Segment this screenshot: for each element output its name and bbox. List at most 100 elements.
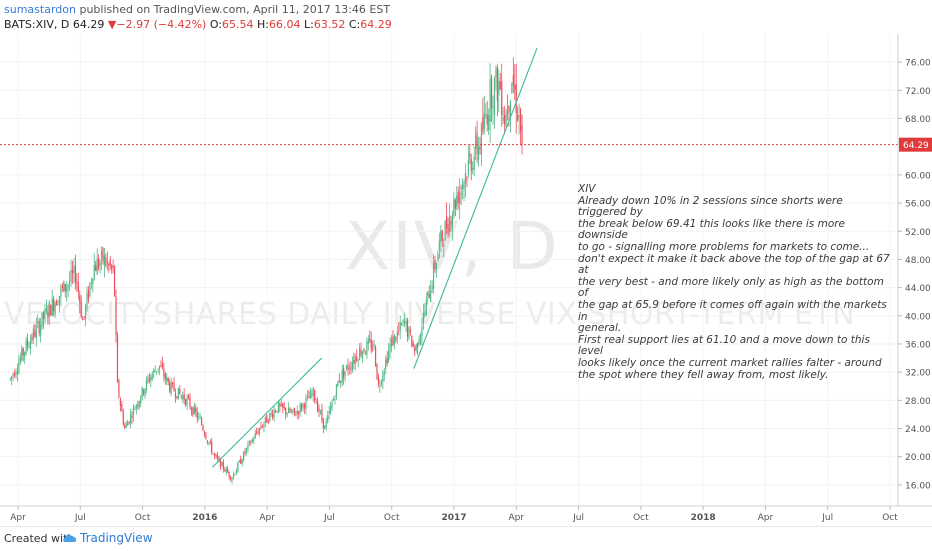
note-line: the gap at 65.9 before it comes off agai… <box>578 298 887 323</box>
candle-body <box>506 111 509 114</box>
candle-body <box>44 309 46 320</box>
candle-body <box>489 78 491 122</box>
candle-body <box>151 374 153 380</box>
candle-body <box>504 115 506 124</box>
x-tick-label: Oct <box>384 513 400 523</box>
candle-body <box>430 290 432 303</box>
candle-body <box>84 305 87 320</box>
candle-body <box>79 295 81 303</box>
candle-body <box>440 230 442 243</box>
note-line: don't expect it make it back above the t… <box>578 252 890 277</box>
candle-body <box>161 363 164 369</box>
tradingview-cloud-icon <box>63 534 77 542</box>
candle-body <box>408 327 410 338</box>
candle-body <box>306 395 309 397</box>
time-axis: Apr Jul Oct 2016 Apr Jul Oct 2017 Apr Jul Oct 2018 A… <box>0 505 932 523</box>
candle-body <box>199 418 201 419</box>
candle-body <box>9 378 11 380</box>
candle-body <box>218 458 220 460</box>
price-chart[interactable]: 16.00 20.00 24.00 28.00 32.00 36.00 40.00 44.00… <box>0 34 932 526</box>
candle-body <box>241 460 243 464</box>
high-label: H: <box>257 18 269 31</box>
candle-body <box>253 439 255 441</box>
candle-body <box>438 240 440 250</box>
candle-body <box>287 407 290 414</box>
candle-body <box>209 441 211 443</box>
candle-body <box>83 316 85 318</box>
publish-line: sumastardon published on TradingView.com… <box>4 3 390 16</box>
candle-body <box>359 348 361 360</box>
created-with-text: Created with <box>4 532 75 545</box>
candle-body <box>190 408 193 411</box>
candle-body <box>45 308 48 313</box>
note-line: to go - signalling more problems for mar… <box>578 240 870 253</box>
candle-body <box>16 370 19 375</box>
candle-body <box>245 447 248 452</box>
candle-body <box>243 451 245 461</box>
y-tick-label: 56.00 <box>905 200 931 210</box>
author-link[interactable]: sumastardon <box>4 3 76 16</box>
candle-body <box>95 265 97 271</box>
price-axis: 16.00 20.00 24.00 28.00 32.00 36.00 40.00 44.00… <box>897 34 932 506</box>
candle-body <box>164 374 166 380</box>
open-label: O: <box>209 18 222 31</box>
candle-body <box>25 340 27 354</box>
candle-body <box>272 413 274 418</box>
candle-body <box>212 453 214 455</box>
candle-body <box>370 339 372 350</box>
candle-body <box>54 303 56 315</box>
candle-body <box>461 184 464 189</box>
candle-body <box>476 131 478 154</box>
candle-body <box>405 320 407 325</box>
candle-body <box>338 379 340 383</box>
candle-body <box>166 377 168 381</box>
candle-body <box>234 474 236 476</box>
x-tick-label: Apr <box>259 513 275 523</box>
candle-body <box>270 412 272 415</box>
candle-body <box>298 411 300 414</box>
candle-body <box>137 405 139 406</box>
candle-body <box>511 83 513 93</box>
candle-body <box>356 356 358 361</box>
published-text: published on TradingView.com, April 11, … <box>79 3 391 16</box>
candle-body <box>296 410 298 414</box>
candle-body <box>435 263 438 270</box>
trendline[interactable] <box>211 357 322 468</box>
x-tick-label: Oct <box>882 513 898 523</box>
candle-body <box>280 404 282 407</box>
candle-body <box>309 391 311 399</box>
candle-body <box>477 146 480 160</box>
candle-body <box>225 468 227 473</box>
candle-body <box>277 403 280 413</box>
candle-body <box>182 396 184 399</box>
tradingview-brand[interactable]: TradingView <box>80 531 153 545</box>
footer: Created with TradingView <box>0 526 932 551</box>
y-tick-label: 72.00 <box>905 87 931 97</box>
candle-body <box>202 425 204 431</box>
candle-body <box>53 298 55 312</box>
candle-body <box>334 399 336 400</box>
note-line: the very best - and more likely only as … <box>578 275 884 300</box>
candle-body <box>482 116 484 132</box>
candle-body <box>385 359 387 369</box>
candle-body <box>398 330 400 332</box>
candle-body <box>237 462 239 472</box>
candle-body <box>361 352 364 359</box>
candle-body <box>475 135 477 150</box>
candle-body <box>417 343 419 348</box>
trendline[interactable] <box>413 47 538 369</box>
candle-body <box>261 426 264 428</box>
candle-body <box>185 399 187 405</box>
y-tick-label: 68.00 <box>905 115 931 125</box>
x-tick-label: Apr <box>508 513 524 523</box>
candle-body <box>318 408 320 412</box>
candle-body <box>28 345 30 348</box>
trendlines <box>0 47 898 468</box>
y-tick-label: 20.00 <box>905 453 931 463</box>
candle-body <box>488 115 490 131</box>
candle-body <box>492 107 494 108</box>
candle-body <box>57 304 59 306</box>
candle-body <box>32 328 34 341</box>
candle-body <box>316 401 319 411</box>
candle-body <box>360 349 362 356</box>
